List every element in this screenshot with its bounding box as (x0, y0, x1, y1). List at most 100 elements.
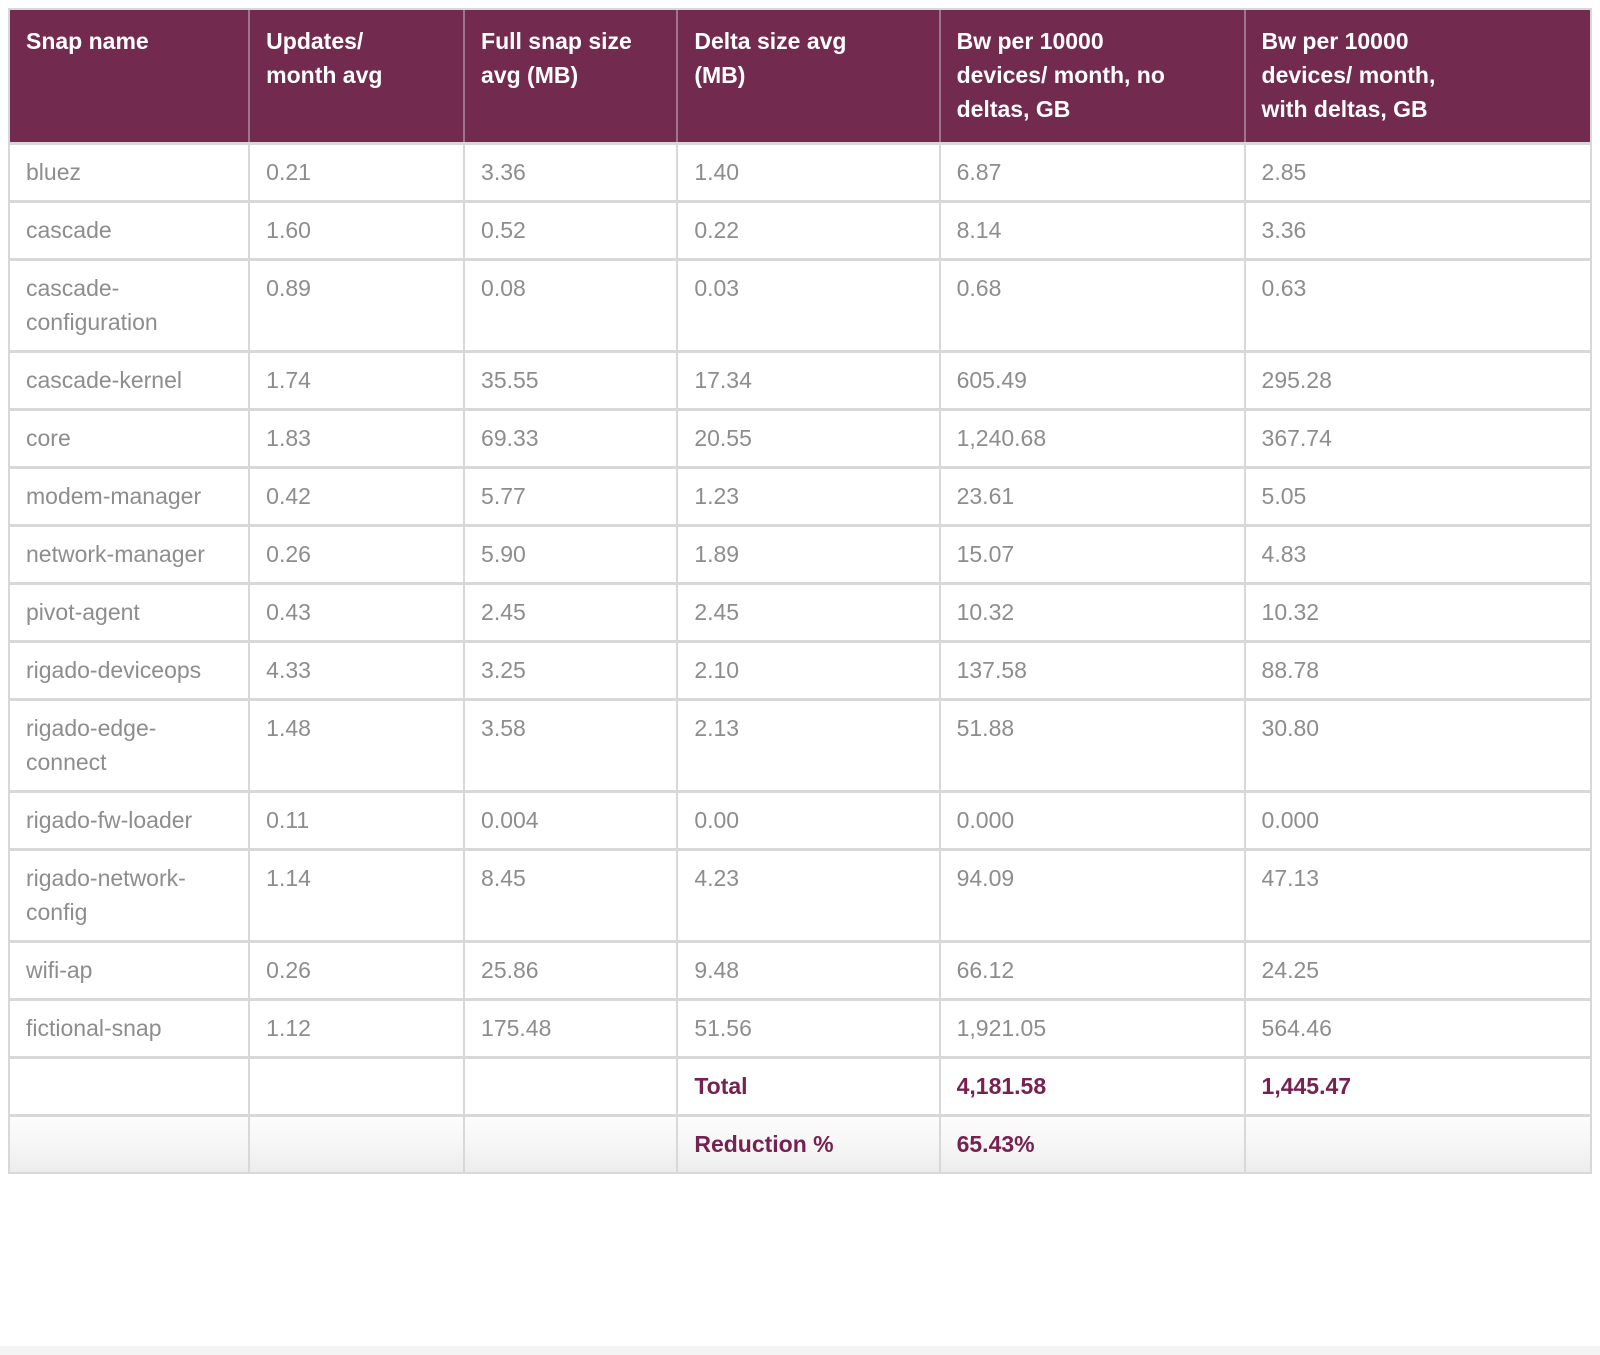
value-cell: 35.55 (465, 350, 679, 408)
value-cell: 10.32 (940, 582, 1246, 640)
value-cell: 0.00 (678, 790, 941, 848)
snap-name-cell: rigado-network-config (10, 848, 251, 940)
snap-name-cell: cascade-kernel (10, 350, 251, 408)
value-cell: 2.10 (678, 640, 941, 698)
table-row: rigado-network-config 1.14 8.45 4.23 94.09 47… (10, 848, 1590, 940)
value-cell: 51.56 (678, 998, 941, 1056)
value-cell: 65.43% (940, 1114, 1246, 1172)
value-cell: 1.74 (250, 350, 466, 408)
value-cell: 4.33 (250, 640, 466, 698)
table-row: cascade-kernel 1.74 35.55 17.34 605.49 295.28 (10, 350, 1590, 408)
table-row: network-manager 0.26 5.90 1.89 15.07 4.83 (10, 524, 1590, 582)
value-cell: 6.87 (940, 142, 1246, 200)
value-cell: 5.77 (465, 466, 679, 524)
snap-bandwidth-table: Snap name Updates/ month avg Full snap siz… (8, 8, 1592, 1174)
column-header: Snap name (10, 10, 251, 142)
table-row: core 1.83 69.33 20.55 1,240.68 367.74 (10, 408, 1590, 466)
value-cell: 3.25 (465, 640, 679, 698)
table-row: bluez 0.21 3.36 1.40 6.87 2.85 (10, 142, 1590, 200)
value-cell: 3.58 (465, 698, 679, 790)
value-cell: 20.55 (678, 408, 941, 466)
value-cell: 0.68 (940, 258, 1246, 350)
value-cell: 2.45 (678, 582, 941, 640)
value-cell: 0.42 (250, 466, 466, 524)
snap-name-cell: wifi-ap (10, 940, 251, 998)
value-cell: 2.85 (1245, 142, 1590, 200)
value-cell (1245, 1114, 1590, 1172)
value-cell: 367.74 (1245, 408, 1590, 466)
value-cell: 0.63 (1245, 258, 1590, 350)
value-cell: 0.43 (250, 582, 466, 640)
column-header: Full snap size avg (MB) (465, 10, 679, 142)
value-cell: 9.48 (678, 940, 941, 998)
table-row: cascade-configuration 0.89 0.08 0.03 0.68 0.6… (10, 258, 1590, 350)
value-cell: 0.000 (1245, 790, 1590, 848)
table-row: fictional-snap 1.12 175.48 51.56 1,921.05 564… (10, 998, 1590, 1056)
value-cell: 5.90 (465, 524, 679, 582)
page-background-strip (0, 1346, 1600, 1355)
value-cell: 1.48 (250, 698, 466, 790)
summary-row: Total 4,181.58 1,445.47 (10, 1056, 1590, 1114)
value-cell: 0.03 (678, 258, 941, 350)
value-cell: 0.89 (250, 258, 466, 350)
value-cell: 3.36 (465, 142, 679, 200)
table-header: Snap name Updates/ month avg Full snap siz… (10, 10, 1590, 142)
value-cell: 66.12 (940, 940, 1246, 998)
value-cell: 5.05 (1245, 466, 1590, 524)
value-cell (250, 1056, 466, 1114)
value-cell: 0.21 (250, 142, 466, 200)
value-cell: 295.28 (1245, 350, 1590, 408)
value-cell: 4,181.58 (940, 1056, 1246, 1114)
table-row: rigado-fw-loader 0.11 0.004 0.00 0.000 0.000 (10, 790, 1590, 848)
value-cell: 1,445.47 (1245, 1056, 1590, 1114)
value-cell: 0.11 (250, 790, 466, 848)
column-header: Updates/ month avg (250, 10, 466, 142)
snap-name-cell: cascade-configuration (10, 258, 251, 350)
value-cell: 30.80 (1245, 698, 1590, 790)
table-row: rigado-edge-connect 1.48 3.58 2.13 51.88 30.8… (10, 698, 1590, 790)
value-cell: 1.14 (250, 848, 466, 940)
table-row: modem-manager 0.42 5.77 1.23 23.61 5.05 (10, 466, 1590, 524)
value-cell: 3.36 (1245, 200, 1590, 258)
value-cell: 0.52 (465, 200, 679, 258)
value-cell: Total (678, 1056, 941, 1114)
value-cell: 0.08 (465, 258, 679, 350)
value-cell: 137.58 (940, 640, 1246, 698)
table-row: cascade 1.60 0.52 0.22 8.14 3.36 (10, 200, 1590, 258)
value-cell: 23.61 (940, 466, 1246, 524)
value-cell: 25.86 (465, 940, 679, 998)
value-cell: 24.25 (1245, 940, 1590, 998)
value-cell: 88.78 (1245, 640, 1590, 698)
value-cell: 1.12 (250, 998, 466, 1056)
value-cell (250, 1114, 466, 1172)
value-cell: 1,921.05 (940, 998, 1246, 1056)
value-cell: 47.13 (1245, 848, 1590, 940)
value-cell: 4.23 (678, 848, 941, 940)
value-cell (465, 1056, 679, 1114)
summary-row: Reduction % 65.43% (10, 1114, 1590, 1172)
value-cell: 0.26 (250, 940, 466, 998)
value-cell: 1.60 (250, 200, 466, 258)
snap-name-cell (10, 1114, 251, 1172)
value-cell: 4.83 (1245, 524, 1590, 582)
snap-name-cell: fictional-snap (10, 998, 251, 1056)
table-row: rigado-deviceops 4.33 3.25 2.10 137.58 88.78 (10, 640, 1590, 698)
snap-name-cell (10, 1056, 251, 1114)
snap-name-cell: rigado-edge-connect (10, 698, 251, 790)
value-cell: 69.33 (465, 408, 679, 466)
column-header: Bw per 10000 devices/ month, with deltas… (1245, 10, 1590, 142)
value-cell: 8.14 (940, 200, 1246, 258)
value-cell: 8.45 (465, 848, 679, 940)
snap-name-cell: rigado-deviceops (10, 640, 251, 698)
value-cell: 1.40 (678, 142, 941, 200)
value-cell: 175.48 (465, 998, 679, 1056)
value-cell: Reduction % (678, 1114, 941, 1172)
value-cell: 1.89 (678, 524, 941, 582)
value-cell: 51.88 (940, 698, 1246, 790)
column-header: Delta size avg (MB) (678, 10, 941, 142)
snap-name-cell: rigado-fw-loader (10, 790, 251, 848)
value-cell: 15.07 (940, 524, 1246, 582)
value-cell: 94.09 (940, 848, 1246, 940)
value-cell: 1,240.68 (940, 408, 1246, 466)
value-cell: 2.13 (678, 698, 941, 790)
